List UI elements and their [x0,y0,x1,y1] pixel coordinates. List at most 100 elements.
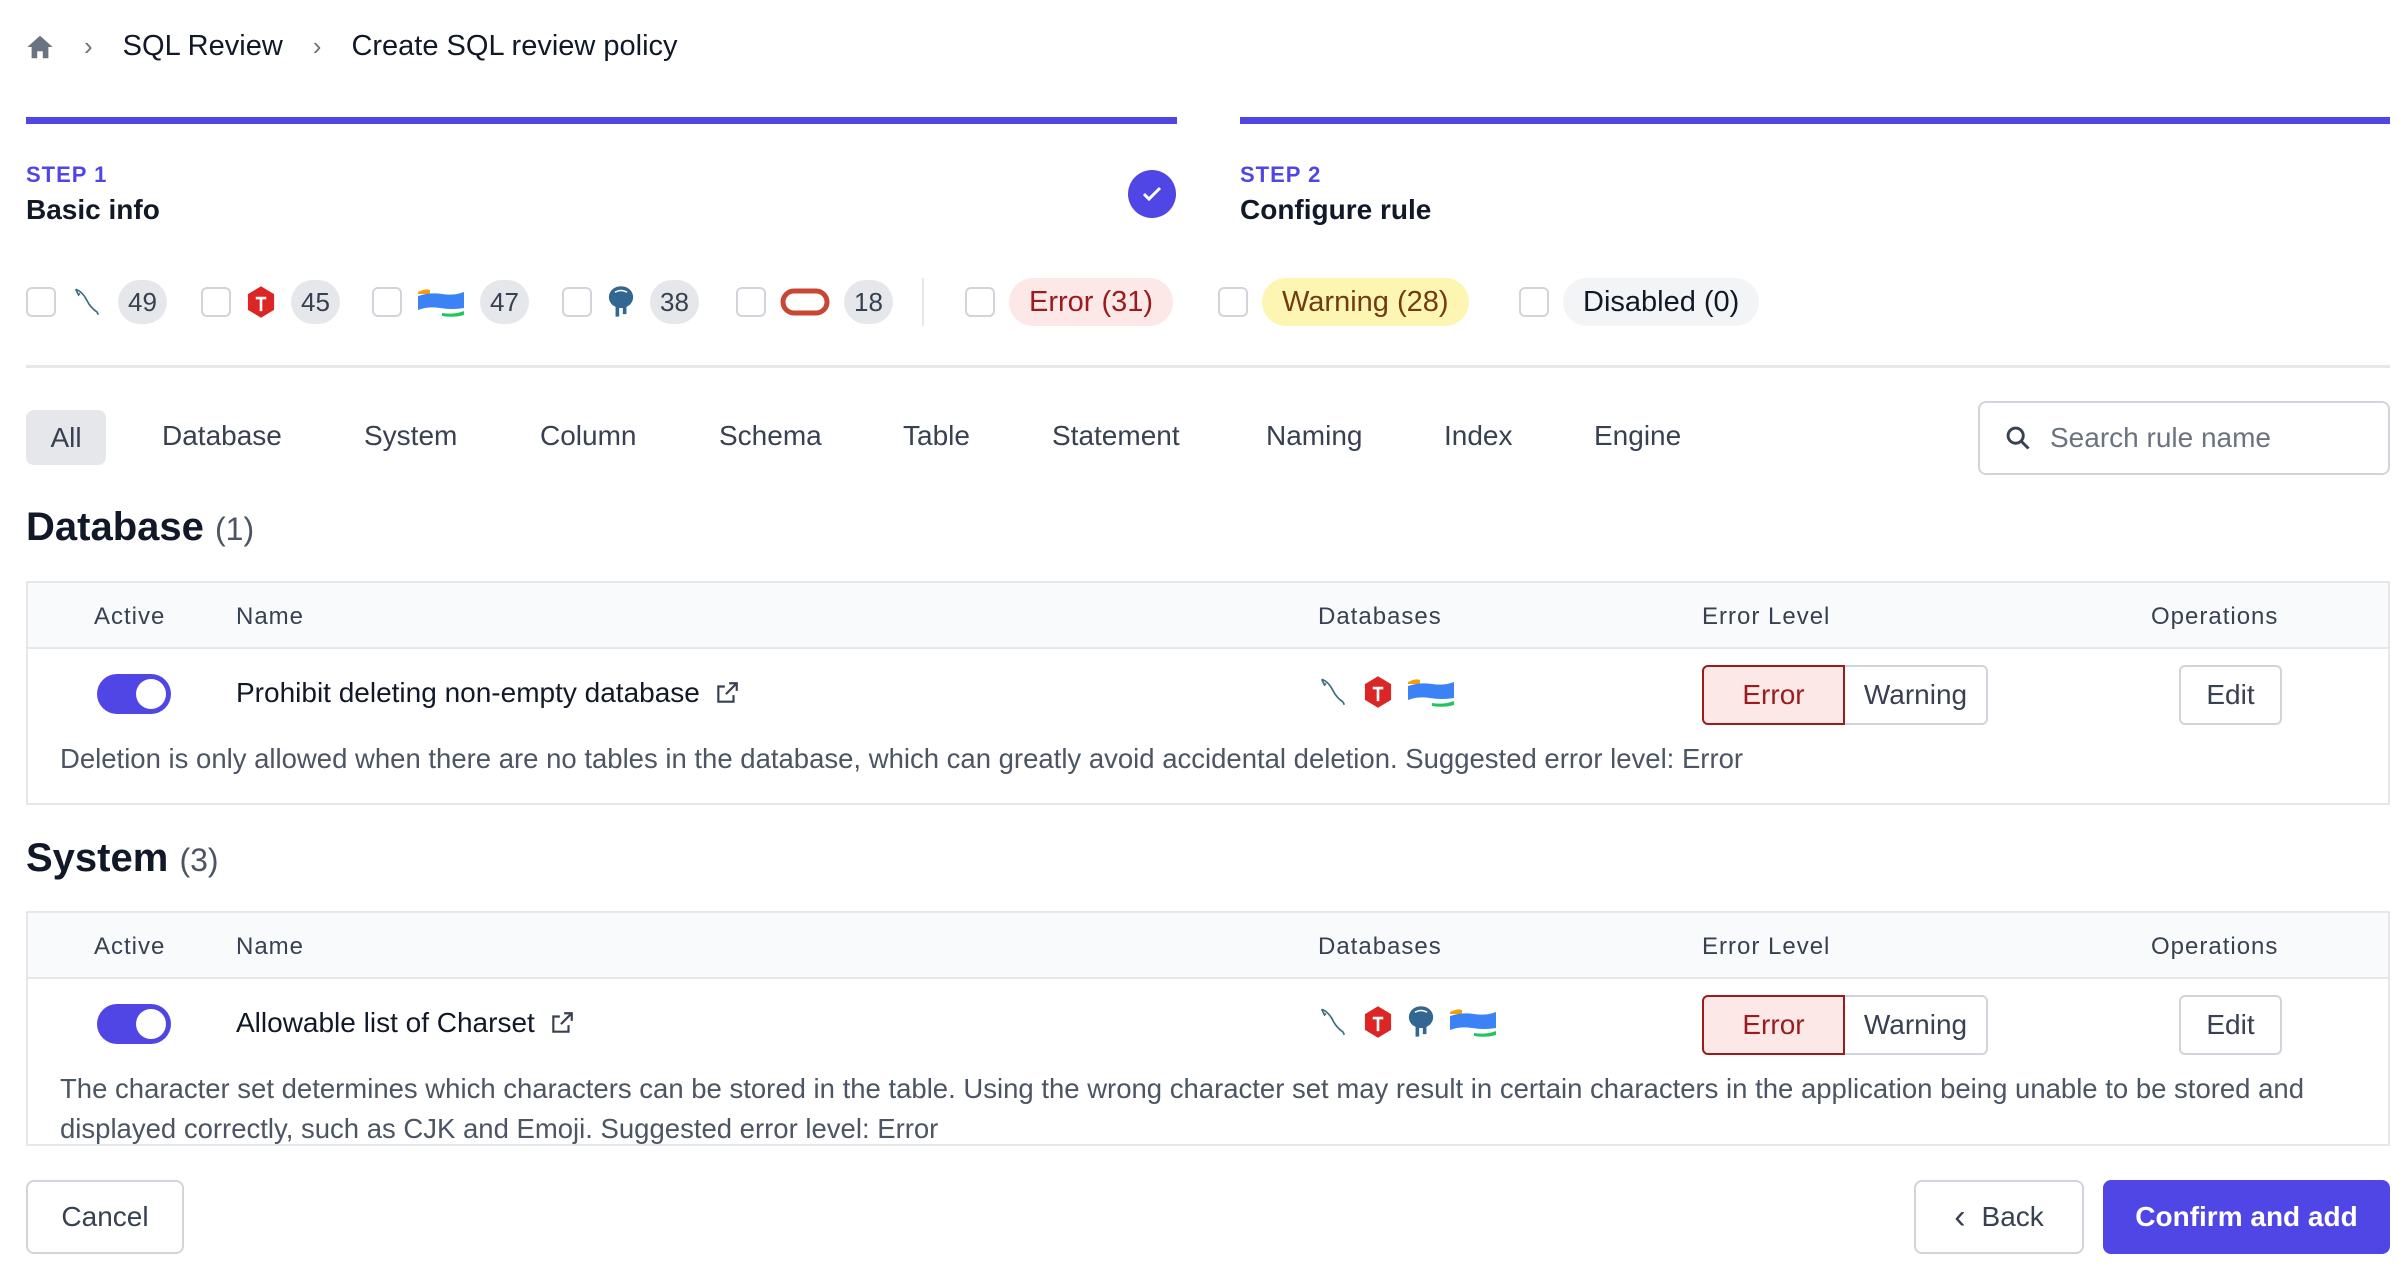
count-badge: 45 [291,280,340,324]
external-link-icon[interactable] [549,1010,575,1036]
chevron-right-icon: › [84,31,93,61]
oceanbase-icon [1406,676,1456,708]
filter-error[interactable]: Error (31) [965,278,1174,326]
tab-schema[interactable]: Schema [719,420,822,451]
tab-column[interactable]: Column [540,420,637,451]
search-icon [2006,426,2030,450]
filter-oceanbase[interactable]: 47 [372,279,529,325]
section-title-database: Database (1) [26,505,255,549]
filter-tidb[interactable]: 45 [201,279,340,325]
tab-index[interactable]: Index [1444,420,1513,451]
tab-naming[interactable]: Naming [1266,420,1363,451]
step-complete-check-icon [1128,170,1176,218]
checkbox[interactable] [736,287,766,317]
mysql-icon [70,285,104,319]
col-name: Name [236,933,305,960]
error-level-toggle: Error Warning [1702,665,1988,725]
filter-oracle[interactable]: 18 [736,279,893,325]
checkbox[interactable] [1218,287,1248,317]
section-count: (1) [215,511,255,547]
confirm-and-add-button[interactable]: Confirm and add [2103,1180,2390,1254]
col-operations: Operations [2151,933,2279,960]
filter-postgres[interactable]: 38 [562,279,699,325]
divider [922,278,924,326]
rule-description: The character set determines which chara… [60,1073,2305,1144]
checkbox[interactable] [372,287,402,317]
col-error-level: Error Level [1702,603,1831,630]
active-toggle[interactable] [97,1004,171,1044]
error-pill: Error (31) [1009,278,1174,326]
breadcrumb: › SQL Review › Create SQL review policy [26,30,678,63]
cancel-button[interactable]: Cancel [26,1180,184,1254]
rule-description: Deletion is only allowed when there are … [60,743,1744,774]
rules-table-database: Active Name Databases Error Level Operat… [26,581,2390,805]
count-badge: 49 [118,280,167,324]
checkbox[interactable] [26,287,56,317]
section-count: (3) [179,842,219,878]
level-error-button[interactable]: Error [1702,995,1845,1055]
level-warning-button[interactable]: Warning [1845,665,1988,725]
col-databases: Databases [1318,603,1442,630]
section-title-system: System (3) [26,836,219,880]
step1-label: STEP 1 [26,162,108,187]
count-badge: 18 [844,280,893,324]
tab-table[interactable]: Table [903,420,970,451]
tab-all[interactable]: All [26,410,106,465]
filter-disabled[interactable]: Disabled (0) [1519,278,1760,326]
chevron-right-icon: › [312,31,322,61]
home-icon[interactable] [26,33,54,61]
col-operations: Operations [2151,603,2279,630]
breadcrumb-sql-review[interactable]: SQL Review [122,30,283,62]
checkbox[interactable] [965,287,995,317]
tab-system[interactable]: System [364,420,458,451]
tab-database[interactable]: Database [162,420,282,451]
tab-engine[interactable]: Engine [1594,420,1682,451]
postgres-icon [606,285,636,319]
tidb-icon [1362,675,1394,709]
edit-button[interactable]: Edit [2179,665,2282,725]
search-box[interactable] [1978,401,2390,475]
step1-title[interactable]: Basic info [26,194,160,225]
count-badge: 38 [650,280,699,324]
tab-statement[interactable]: Statement [1052,420,1180,451]
checkbox[interactable] [562,287,592,317]
postgres-icon [1406,1005,1436,1039]
checkbox[interactable] [201,287,231,317]
tidb-icon [245,285,277,319]
col-active: Active [94,933,166,960]
table-header: Active Name Databases Error Level Operat… [28,913,2388,979]
count-badge: 47 [480,280,529,324]
col-name: Name [236,603,305,630]
table-row: Prohibit deleting non-empty database Err… [28,649,2388,739]
breadcrumb-current: Create SQL review policy [351,30,678,62]
back-button[interactable]: ‹ Back [1914,1180,2084,1254]
database-icons [1316,1005,1498,1039]
rule-name[interactable]: Allowable list of Charset [236,1007,535,1038]
external-link-icon[interactable] [714,680,740,706]
oceanbase-icon [416,286,466,318]
table-header: Active Name Databases Error Level Operat… [28,583,2388,649]
filter-mysql[interactable]: 49 [26,279,167,325]
disabled-pill: Disabled (0) [1563,278,1760,326]
col-error-level: Error Level [1702,933,1831,960]
database-icons [1316,675,1456,709]
tidb-icon [1362,1005,1394,1039]
table-row: Allowable list of Charset Error Warning E… [28,979,2388,1069]
rule-name[interactable]: Prohibit deleting non-empty database [236,677,700,708]
chevron-left-icon: ‹ [1954,1197,1966,1236]
mysql-icon [1316,1005,1350,1039]
step2-title: Configure rule [1240,194,1432,225]
mysql-icon [1316,675,1350,709]
level-warning-button[interactable]: Warning [1845,995,1988,1055]
level-error-button[interactable]: Error [1702,665,1845,725]
back-label: Back [1981,1201,2044,1232]
checkbox[interactable] [1519,287,1549,317]
filter-warning[interactable]: Warning (28) [1218,278,1469,326]
active-toggle[interactable] [97,674,171,714]
warning-pill: Warning (28) [1262,278,1469,326]
edit-button[interactable]: Edit [2179,995,2282,1055]
search-input[interactable] [2050,422,2370,454]
rules-table-system: Active Name Databases Error Level Operat… [26,911,2390,1146]
col-active: Active [94,603,166,630]
error-level-toggle: Error Warning [1702,995,1988,1055]
